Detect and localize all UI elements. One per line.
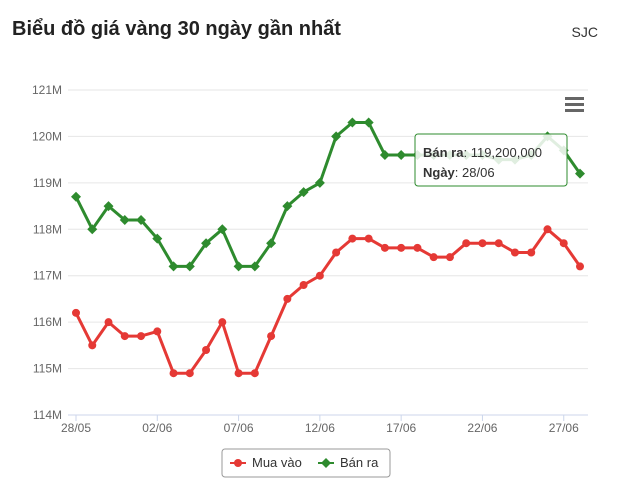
legend-label-mua-vao: Mua vào — [252, 455, 302, 470]
svg-text:Bán ra: 119,200,000: Bán ra: 119,200,000 — [423, 145, 542, 160]
grid-layer — [68, 89, 588, 370]
data-point — [217, 224, 228, 235]
data-point — [103, 201, 114, 212]
data-point — [120, 332, 129, 341]
data-point — [137, 332, 146, 341]
data-point — [429, 253, 438, 262]
data-point — [413, 243, 422, 252]
y-tick-label: 119M — [33, 176, 62, 190]
x-tick-label: 28/05 — [61, 421, 91, 435]
data-point — [152, 233, 163, 244]
y-tick-label: 116M — [33, 315, 62, 329]
data-point — [87, 224, 98, 235]
data-point — [168, 261, 179, 272]
x-tick-label: 07/06 — [224, 421, 254, 435]
y-tick-label: 114M — [33, 408, 62, 422]
data-point — [283, 294, 292, 303]
data-point — [266, 238, 277, 249]
data-point — [88, 341, 97, 350]
data-point — [298, 187, 309, 198]
axis-layer: 114M 115M 116M 117M 118M 119M 120M 121M 28/05 02/… — [32, 83, 588, 435]
y-tick-label: 118M — [33, 222, 62, 236]
chart-title: Biểu đồ giá vàng 30 ngày gần nhất — [12, 18, 341, 40]
x-tick-label: 12/06 — [305, 421, 335, 435]
data-point — [478, 239, 487, 248]
legend-label-ban-ra: Bán ra — [340, 455, 379, 470]
data-point — [379, 150, 390, 160]
data-point — [250, 369, 259, 378]
data-point — [348, 234, 357, 243]
data-point — [299, 281, 308, 289]
data-point — [315, 271, 324, 280]
tooltip-label-2: Ngày — [423, 165, 456, 180]
tooltip-value-2: 28/06 — [462, 165, 495, 180]
data-point — [363, 117, 374, 128]
data-point — [184, 261, 195, 272]
tooltip-value-1: 119,200,000 — [471, 145, 542, 160]
legend-item-ban-ra[interactable]: Bán ra — [318, 455, 379, 470]
x-tick-label: 17/06 — [386, 421, 416, 435]
data-point — [575, 168, 585, 179]
data-point — [218, 318, 227, 327]
data-point — [331, 131, 342, 142]
brand-label: SJC — [571, 24, 598, 40]
x-tick-label: 22/06 — [467, 421, 497, 435]
data-point — [314, 177, 325, 188]
data-point — [510, 248, 519, 257]
data-point — [153, 327, 162, 336]
data-point — [267, 332, 276, 341]
data-point — [445, 253, 454, 262]
data-point — [72, 308, 80, 317]
x-tick-label: 27/06 — [549, 421, 579, 435]
data-point — [543, 225, 552, 234]
data-point — [104, 318, 113, 327]
data-point — [119, 215, 130, 225]
data-point — [559, 239, 568, 248]
data-point — [136, 215, 147, 225]
x-tick-label: 02/06 — [142, 421, 172, 435]
data-point — [397, 243, 406, 252]
legend-item-mua-vao[interactable]: Mua vào — [230, 455, 302, 470]
hamburger-menu-icon[interactable] — [562, 92, 586, 114]
data-point — [347, 117, 358, 128]
data-point — [462, 239, 471, 248]
data-point — [380, 243, 389, 252]
data-point — [202, 346, 211, 354]
series-line — [74, 227, 582, 375]
data-point — [282, 201, 293, 212]
data-point — [169, 369, 178, 378]
tooltip-label-1: Bán ra — [423, 145, 464, 160]
data-point — [494, 239, 503, 248]
y-tick-label: 117M — [33, 269, 62, 283]
y-tick-label: 120M — [32, 129, 62, 143]
tooltip: Bán ra: 119,200,000 Ngày: 28/06 — [414, 133, 568, 187]
y-tick-label: 115M — [33, 362, 62, 376]
svg-text:Ngày: 28/06: Ngày: 28/06 — [423, 165, 495, 180]
data-point — [576, 262, 584, 271]
data-point — [249, 261, 260, 272]
data-point — [201, 238, 212, 249]
data-point — [233, 261, 244, 272]
data-point — [185, 369, 194, 378]
data-point — [527, 248, 536, 257]
data-point — [364, 234, 373, 243]
legend: Mua vào Bán ra — [221, 448, 391, 478]
y-tick-label: 121M — [32, 83, 62, 97]
data-point — [332, 248, 341, 257]
data-point — [234, 369, 243, 378]
data-point — [71, 191, 81, 202]
data-point — [396, 150, 407, 160]
